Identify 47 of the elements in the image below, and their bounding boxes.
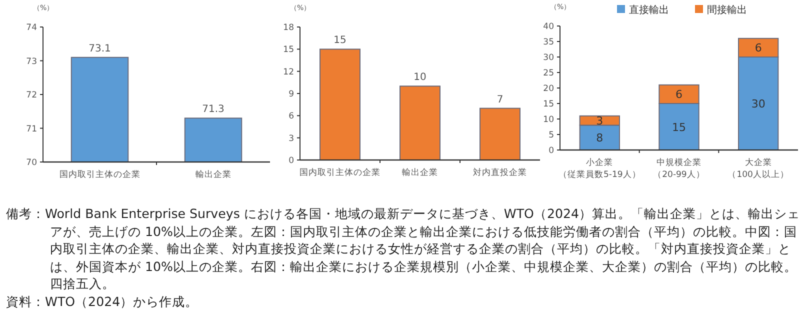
x-tick-label: 輸出企業 (402, 167, 438, 178)
x-tick-label: 国内取引主体の企業 (300, 167, 380, 178)
data-label: 6 (676, 88, 682, 102)
text: 備考：World Bank Enterprise Surveys における各国・地域の最新データに基づき、WTO（2024）算出。「輸出企業」とは、輸出シェアが、売上げの 10%以上の企業。左図：国内取引主体の企業と輸出企業における低技能労働者の割合（平均）の比較。中図：国内取引主体の企業、輸出企業、対内直接投資企業における女性が経営する企業の割合（平均）の比較。「対内直接投資企業」とは、外国資本が 10%以上の企業。右図：輸出企業における企業規模別（小企業、中規模企業、大企業）の割合（平均）の比較。四捨五入。 (6, 205, 801, 292)
y-tick-label: 73 (26, 56, 37, 67)
data-label: 15 (334, 35, 346, 46)
y-tick-label: 30 (543, 53, 554, 63)
y-tick-label: 0 (288, 156, 294, 166)
x-tick-label: 国内取引主体の企業 (59, 169, 140, 180)
data-label: 30 (751, 98, 766, 110)
x-tick-label: 輸出企業 (195, 169, 232, 180)
x-tick-label: 対内直投企業 (473, 167, 527, 178)
data-label: 15 (672, 120, 686, 134)
y-tick-label: 6 (288, 112, 294, 122)
y-tick-label: 72 (26, 90, 37, 100)
data-label: 8 (596, 132, 604, 145)
x-tick-label: 大企業（100人以上） (728, 157, 789, 180)
y-tick-label: 74 (26, 23, 37, 33)
y-tick-label: 3 (288, 134, 294, 144)
y-tick-label: 15 (543, 100, 554, 110)
y-tick-label: 5 (548, 130, 554, 140)
y-tick-label: 18 (283, 23, 294, 33)
legend-label: 間接輸出 (707, 4, 747, 16)
data-label: 71.3 (202, 104, 224, 116)
y-tick-label: 12 (283, 67, 294, 78)
bar (320, 48, 360, 160)
data-label: 6 (754, 42, 762, 55)
bar (400, 86, 440, 160)
data-label: 10 (414, 72, 426, 84)
x-tick-label: 中規模企業（20-99人） (653, 157, 705, 180)
legend-label: 直接輸出 (629, 4, 669, 16)
y-tick-label: 0 (548, 146, 554, 156)
y-tick-label: 10 (543, 115, 554, 125)
data-label: 3 (596, 114, 604, 128)
y-tick-label: 71 (26, 124, 37, 134)
text: 資料：WTO（2024）から作成。 (6, 292, 200, 310)
y-tick-label: 40 (543, 22, 554, 32)
data-label: 73.1 (88, 43, 111, 54)
y-tick-label: 35 (543, 38, 554, 48)
y-tick-label: 9 (288, 90, 294, 100)
y-tick-label: 15 (283, 45, 294, 56)
y-tick-label: 25 (543, 68, 554, 78)
data-label: 7 (496, 94, 504, 106)
bar (480, 108, 520, 160)
y-tick-label: 70 (26, 158, 37, 168)
x-tick-label: 小企業（従業員数5-19人） (558, 157, 641, 180)
y-tick-label: 20 (543, 84, 554, 94)
